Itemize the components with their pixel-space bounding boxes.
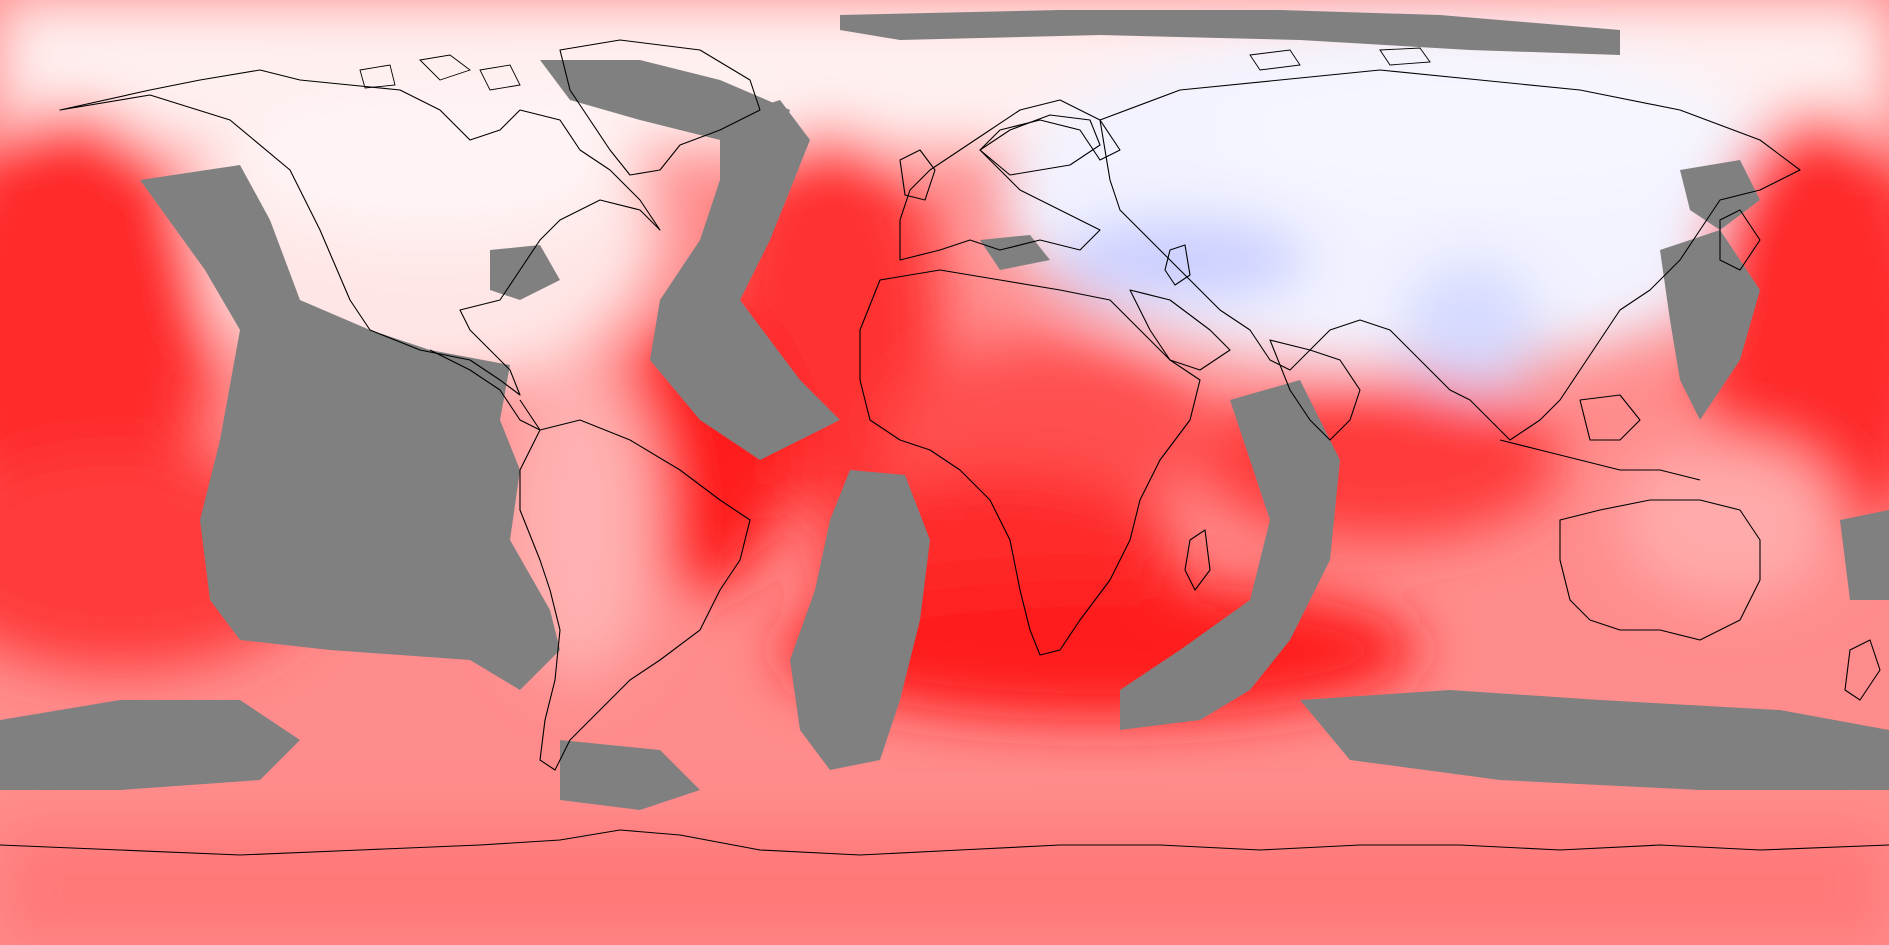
coast-greenland	[559, 39, 761, 176]
siberia-neutral	[1220, 60, 1740, 200]
coast-arctic-island	[419, 54, 471, 81]
australia-pale	[1620, 440, 1840, 600]
no-data-drake	[560, 740, 700, 810]
no-data-south-indian	[1300, 690, 1889, 790]
no-data-north-atlantic	[540, 60, 790, 140]
coast-caspian	[1164, 244, 1191, 286]
coast-south-america	[519, 419, 751, 771]
coast-new-zealand	[1844, 639, 1881, 701]
canada-pale	[230, 80, 630, 240]
coast-india	[1269, 339, 1361, 441]
no-data-west-pacific	[1660, 230, 1760, 420]
no-data-south-atlantic	[790, 470, 930, 770]
north-pacific-warm	[0, 110, 210, 550]
arctic-islands	[359, 47, 1431, 91]
coast-scandinavia	[979, 114, 1101, 176]
coast-central-america	[429, 349, 541, 431]
coast-arctic-island	[1379, 47, 1431, 66]
no-data-far-east-pacific	[1840, 510, 1889, 600]
coast-asia	[1099, 69, 1801, 441]
central-asia-cold	[1050, 220, 1310, 300]
no-data-west-indian	[1120, 380, 1340, 730]
no-data-east-pacific	[140, 165, 560, 690]
no-data-mid-atlantic	[650, 100, 840, 460]
coast-arctic-island	[479, 64, 521, 91]
no-data-south-pacific-west	[0, 700, 300, 790]
coast-arctic-island	[1249, 49, 1301, 71]
no-data-mask	[0, 10, 1889, 810]
coast-madagascar	[1184, 529, 1211, 591]
no-data-mediterranean	[980, 235, 1050, 270]
coastlines	[0, 39, 1889, 856]
coast-arabia	[1129, 289, 1231, 371]
no-data-hudson	[490, 245, 560, 300]
coast-antarctica	[0, 829, 1889, 856]
no-data-east-asia	[1680, 160, 1760, 230]
coast-uk	[899, 149, 936, 201]
coast-borneo	[1579, 394, 1641, 441]
coast-africa	[859, 269, 1201, 656]
coast-japan	[1719, 209, 1761, 271]
coast-arctic-island	[359, 64, 396, 89]
se-asia-cold	[1400, 260, 1540, 400]
coast-europe	[899, 99, 1121, 261]
coast-indonesia	[1499, 439, 1701, 481]
no-data-arctic	[840, 10, 1620, 55]
coast-australia	[1559, 499, 1761, 641]
coast-north-america	[59, 69, 661, 396]
